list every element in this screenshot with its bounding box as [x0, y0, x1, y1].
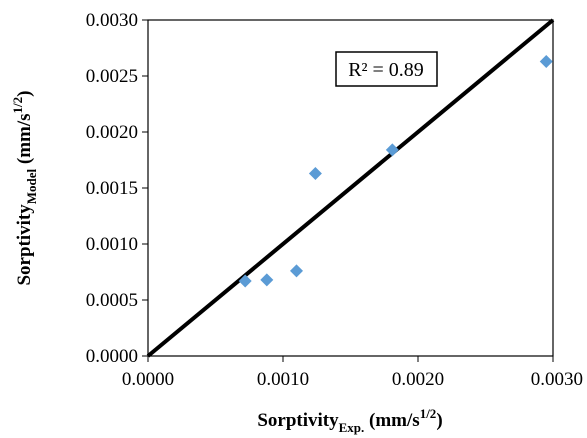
y-tick-label: 0.0020 — [86, 122, 138, 143]
x-tick-label: 0.0030 — [531, 369, 583, 390]
data-point — [385, 143, 399, 157]
x-tick-label: 0.0020 — [392, 369, 444, 390]
x-axis-label-sub: Exp. — [339, 420, 365, 435]
y-axis-label-unit-sup: 1/2 — [10, 97, 25, 114]
y-tick-label: 0.0000 — [86, 346, 138, 367]
x-tick-label: 0.0010 — [257, 369, 309, 390]
identity-line — [146, 18, 555, 358]
y-axis-label-unit: (mm/s — [14, 113, 35, 168]
y-axis-ticks: 0.0000 0.0005 0.0010 0.0015 0.0020 0.0025 0.00… — [86, 10, 148, 367]
data-points — [238, 54, 553, 288]
data-point — [308, 166, 322, 180]
annotation-text: R² = 0.89 — [348, 59, 424, 81]
y-axis-label-main: Sorptivity — [14, 204, 35, 286]
y-tick-label: 0.0015 — [86, 178, 138, 199]
x-axis-ticks: 0.0000 0.0010 0.0020 0.0030 — [122, 356, 583, 390]
y-axis-label-sub: Model — [24, 168, 39, 204]
x-axis-label-unit-end: ) — [436, 410, 442, 431]
x-axis-label-unit-sup: 1/2 — [420, 406, 437, 421]
y-axis-label: SorptivityModel (mm/s1/2) — [10, 90, 39, 285]
x-tick-label: 0.0000 — [122, 369, 174, 390]
y-tick-label: 0.0025 — [86, 66, 138, 87]
data-point — [238, 274, 252, 288]
data-point — [539, 54, 553, 68]
data-point — [260, 273, 274, 287]
x-axis-label: SorptivityExp. (mm/s1/2) — [257, 406, 442, 435]
x-axis-label-main: Sorptivity — [257, 410, 339, 431]
y-axis-label-unit-end: ) — [14, 90, 35, 96]
data-point — [290, 264, 303, 278]
annotation-box — [335, 51, 438, 87]
x-axis-label-unit: (mm/s — [364, 410, 419, 431]
y-tick-label: 0.0010 — [86, 234, 138, 255]
y-tick-label: 0.0005 — [86, 290, 138, 311]
r-squared-annotation: R² = 0.89 — [335, 51, 438, 87]
y-tick-label: 0.0030 — [86, 10, 138, 31]
